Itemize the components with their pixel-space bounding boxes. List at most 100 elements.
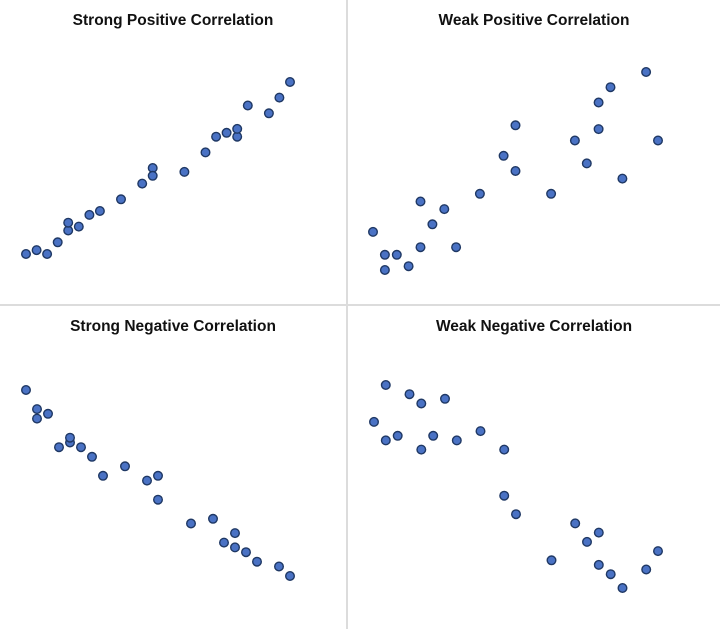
data-point [200,147,211,158]
data-point [75,442,86,453]
data-point [451,242,462,253]
data-point [439,393,450,404]
data-point [415,196,426,207]
data-point [653,546,664,557]
chart-title: Weak Negative Correlation [435,318,633,335]
data-point [54,442,65,453]
data-point [546,555,557,566]
data-point [119,461,130,472]
data-point [86,451,97,462]
data-point [439,204,450,215]
data-point [211,131,222,142]
data-point [605,569,616,580]
data-point [207,513,218,524]
data-point [32,413,43,424]
data-point [380,379,391,390]
data-point [369,416,380,427]
data-point [52,237,63,248]
data-point [593,97,604,108]
data-point [546,188,557,199]
data-point [229,542,240,553]
data-point [185,518,196,529]
data-point [242,100,253,111]
chart-panel-weak-positive: Weak Positive Correlation [348,0,720,304]
data-point [569,135,580,146]
vertical-divider [346,0,348,629]
scatter-plot [21,76,296,259]
data-point [274,92,285,103]
data-point [641,564,652,575]
data-point [380,435,391,446]
data-point [416,444,427,455]
data-point [43,408,54,419]
data-point [285,571,296,582]
chart-title: Strong Negative Correlation [70,318,276,335]
data-point [593,124,604,135]
data-point [641,66,652,77]
data-point [581,536,592,547]
data-point [63,217,74,228]
chart-panel-strong-negative: Strong Negative Correlation [0,306,346,629]
data-point [581,158,592,169]
data-point [31,245,42,256]
data-point [510,165,521,176]
data-point [229,528,240,539]
data-point [428,430,439,441]
data-point [42,248,53,259]
data-point [251,556,262,567]
data-point [474,188,485,199]
chart-panel-strong-positive: Strong Positive Correlation [0,0,346,304]
data-point [240,547,251,558]
data-point [510,120,521,131]
data-point [64,432,75,443]
data-point [570,518,581,529]
data-point [137,178,148,189]
scatter-plot [369,379,664,594]
data-point [605,82,616,93]
chart-title: Strong Positive Correlation [72,12,274,29]
data-point [221,127,232,138]
data-point [593,559,604,570]
data-point [73,221,84,232]
data-point [379,265,390,276]
data-point [97,470,108,481]
data-point [653,135,664,146]
data-point [152,494,163,505]
chart-title: Weak Positive Correlation [438,12,630,29]
data-point [84,209,95,220]
data-point [141,475,152,486]
scatter-plot [21,384,296,582]
data-point [21,384,32,395]
data-point [499,490,510,501]
data-point [617,583,628,594]
data-point [179,166,190,177]
data-point [274,561,285,572]
data-point [391,249,402,260]
data-point [403,261,414,272]
data-point [115,194,126,205]
chart-panel-weak-negative: Weak Negative Correlation [348,306,720,629]
data-point [510,509,521,520]
data-point [218,537,229,548]
data-point [285,76,296,87]
scatter-plot [368,66,664,276]
data-point [475,426,486,437]
data-point [451,435,462,446]
data-point [32,404,43,415]
data-point [404,389,415,400]
data-point [147,170,158,181]
data-point [416,398,427,409]
data-point [368,226,379,237]
data-point [593,527,604,538]
data-point [21,248,32,259]
data-point [152,470,163,481]
data-point [263,108,274,119]
data-point [392,430,403,441]
data-point [617,173,628,184]
data-point [499,444,510,455]
data-point [427,219,438,230]
horizontal-divider [0,304,720,306]
data-point [498,150,509,161]
data-point [94,205,105,216]
data-point [232,123,243,134]
